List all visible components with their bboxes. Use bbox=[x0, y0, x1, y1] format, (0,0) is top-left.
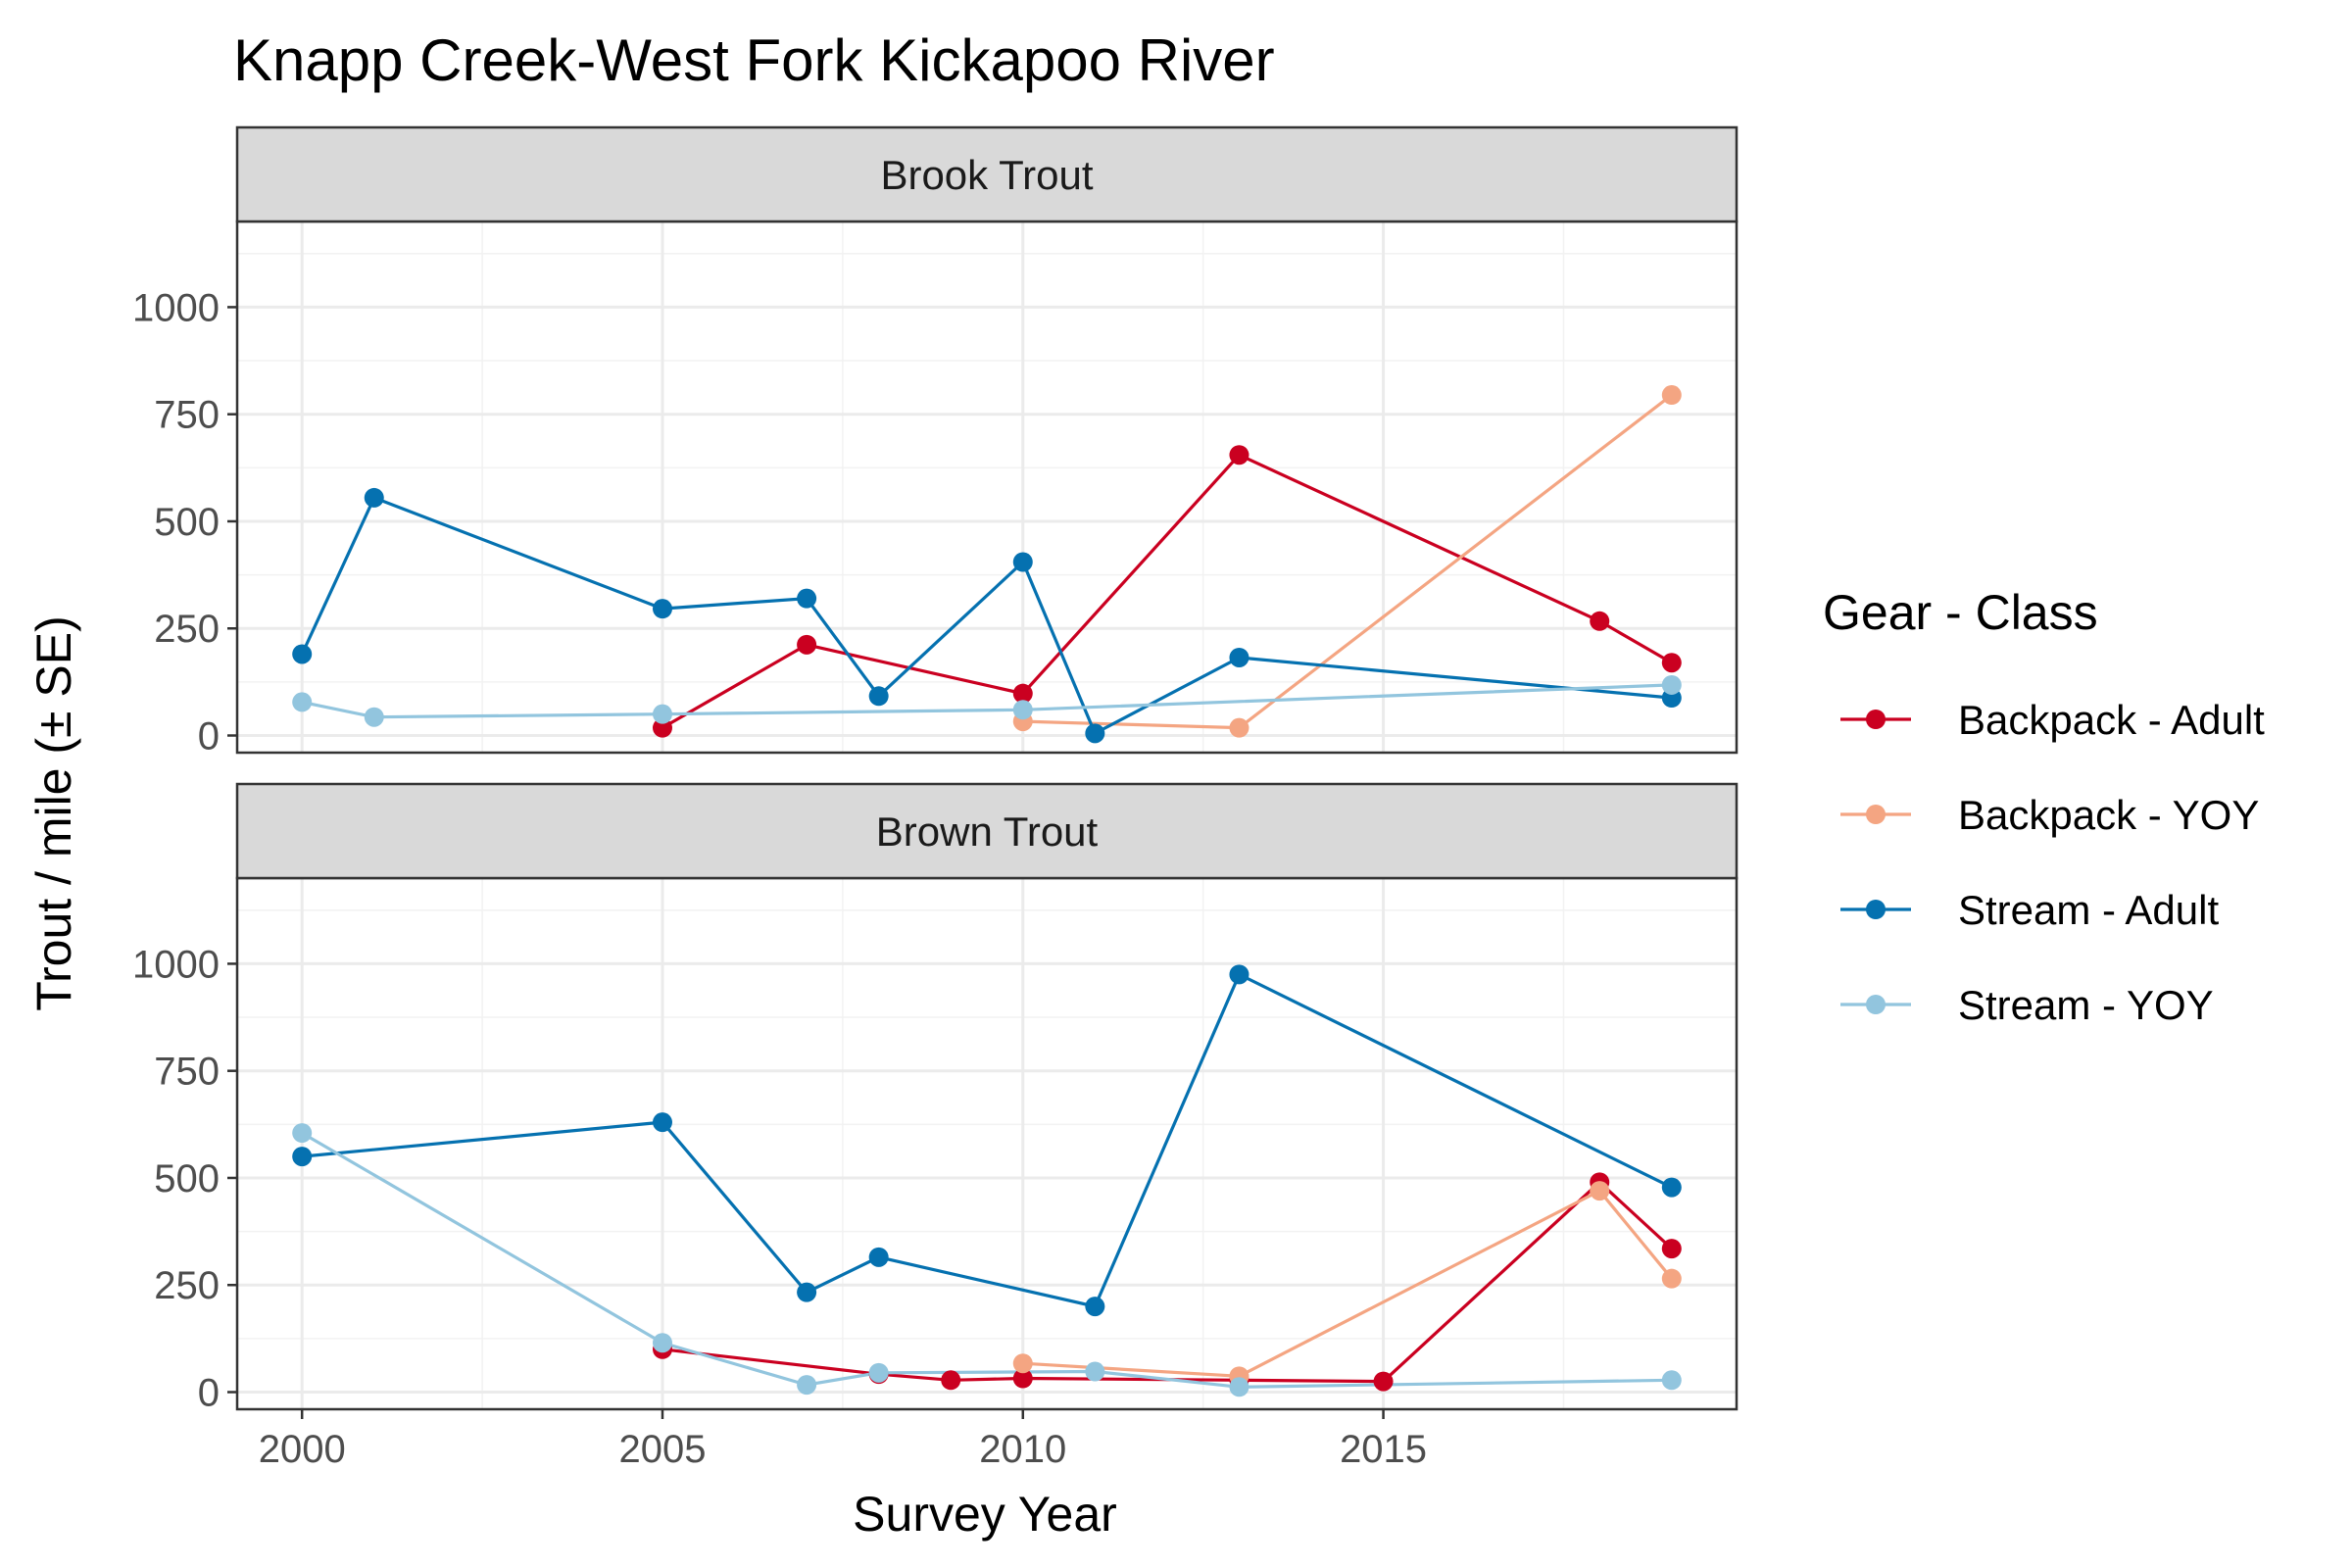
y-tick-label: 0 bbox=[198, 1372, 220, 1415]
data-point bbox=[868, 1247, 889, 1267]
data-point bbox=[868, 1362, 889, 1383]
legend-key-point bbox=[1866, 900, 1886, 919]
series-line bbox=[662, 1180, 1673, 1384]
data-point bbox=[652, 704, 672, 724]
data-point bbox=[1012, 1368, 1033, 1389]
data-point bbox=[292, 1123, 313, 1144]
legend-key-point bbox=[1866, 805, 1886, 824]
legend-item: Backpack - YOY bbox=[1840, 792, 2259, 838]
data-point bbox=[1661, 1177, 1682, 1198]
data-point bbox=[1229, 717, 1250, 738]
data-point bbox=[652, 717, 672, 738]
facet-strip bbox=[235, 782, 1739, 880]
y-axis-label: Trout / mile (± SE) bbox=[26, 615, 81, 1010]
plot-background bbox=[237, 221, 1737, 753]
y-tick-label: 500 bbox=[154, 501, 220, 544]
data-point bbox=[1012, 1353, 1033, 1374]
panels: Brook Trout 0 250 500 750 1000 Brown Trout 0 250… bbox=[132, 125, 1739, 1415]
legend-item: Stream - YOY bbox=[1840, 982, 2214, 1028]
y-tick-label: 0 bbox=[198, 715, 220, 759]
legend: Gear - Class Backpack - Adult Backpack - … bbox=[1823, 585, 2265, 1028]
data-point bbox=[1012, 700, 1033, 720]
legend-item: Stream - Adult bbox=[1840, 887, 2219, 933]
facet-strip bbox=[235, 125, 1739, 223]
data-point bbox=[1229, 647, 1250, 667]
data-point bbox=[1085, 723, 1105, 744]
legend-label: Backpack - YOY bbox=[1958, 792, 2259, 838]
data-point bbox=[292, 692, 313, 712]
data-point bbox=[1229, 964, 1250, 985]
data-point bbox=[868, 686, 889, 707]
y-tick-label: 1000 bbox=[132, 943, 220, 986]
x-tick-label: 2015 bbox=[1340, 1428, 1427, 1471]
series-line bbox=[662, 453, 1673, 729]
data-point bbox=[1229, 1377, 1250, 1397]
data-point bbox=[1085, 1297, 1105, 1317]
data-point bbox=[292, 1147, 313, 1167]
facet-panel: Brown Trout 0 250 500 750 1000 bbox=[132, 782, 1739, 1415]
legend-item: Backpack - Adult bbox=[1840, 697, 2265, 743]
plot-background bbox=[237, 878, 1737, 1409]
data-point bbox=[797, 634, 817, 655]
data-point bbox=[652, 1112, 672, 1133]
y-tick-label: 250 bbox=[154, 1264, 220, 1307]
data-point bbox=[1590, 1181, 1610, 1201]
data-point bbox=[1661, 1268, 1682, 1289]
data-point bbox=[364, 707, 384, 727]
data-point bbox=[797, 1282, 817, 1302]
legend-label: Stream - Adult bbox=[1958, 887, 2219, 933]
data-point bbox=[1661, 1370, 1682, 1391]
facet-strip-label: Brown Trout bbox=[876, 808, 1099, 855]
series-line bbox=[1022, 1189, 1674, 1378]
data-point bbox=[652, 1333, 672, 1353]
chart-title: Knapp Creek-West Fork Kickapoo River bbox=[233, 27, 1275, 93]
data-point bbox=[1661, 385, 1682, 406]
legend-key-point bbox=[1866, 995, 1886, 1014]
data-point bbox=[1012, 552, 1033, 572]
data-point bbox=[1373, 1371, 1394, 1392]
data-point bbox=[941, 1370, 961, 1391]
y-tick-label: 750 bbox=[154, 394, 220, 437]
data-point bbox=[1661, 1239, 1682, 1259]
data-point bbox=[1661, 674, 1682, 695]
data-point bbox=[797, 1375, 817, 1396]
x-tick-label: 2010 bbox=[979, 1428, 1066, 1471]
legend-key-point bbox=[1866, 710, 1886, 729]
y-tick-label: 750 bbox=[154, 1051, 220, 1094]
data-point bbox=[364, 487, 384, 508]
facet-panel: Brook Trout 0 250 500 750 1000 bbox=[132, 125, 1739, 759]
data-point bbox=[1590, 611, 1610, 631]
legend-label: Stream - YOY bbox=[1958, 982, 2214, 1028]
y-tick-label: 250 bbox=[154, 608, 220, 651]
y-tick-label: 500 bbox=[154, 1157, 220, 1200]
data-point bbox=[797, 588, 817, 609]
data-point bbox=[292, 644, 313, 664]
x-tick-label: 2005 bbox=[618, 1428, 706, 1471]
y-tick-label: 1000 bbox=[132, 286, 220, 329]
legend-title: Gear - Class bbox=[1823, 585, 2098, 640]
data-point bbox=[1085, 1361, 1105, 1382]
data-point bbox=[1229, 445, 1250, 466]
x-axis-label: Survey Year bbox=[853, 1487, 1117, 1542]
facet-strip-label: Brook Trout bbox=[880, 152, 1093, 198]
data-point bbox=[652, 599, 672, 619]
data-point bbox=[1661, 653, 1682, 673]
legend-label: Backpack - Adult bbox=[1958, 697, 2265, 743]
data-point bbox=[1012, 683, 1033, 704]
x-tick-label: 2000 bbox=[259, 1428, 346, 1471]
x-axis: 2000 2005 2010 2015 bbox=[259, 1409, 1427, 1471]
